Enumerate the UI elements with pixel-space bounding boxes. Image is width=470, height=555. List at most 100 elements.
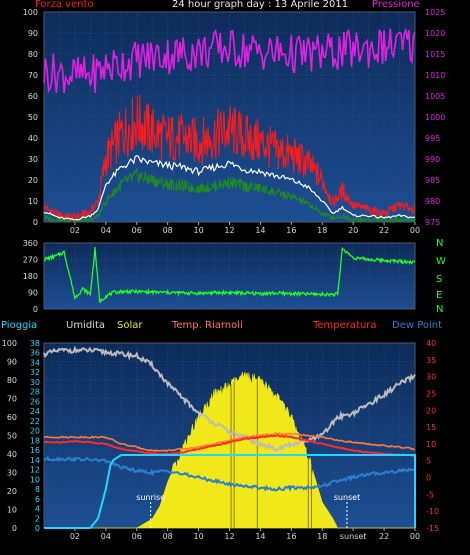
- wind-panel-x-tick-label: 02: [70, 226, 80, 235]
- temp-panel-inner-tick-label: 22: [30, 417, 40, 426]
- temp-panel-y-tick-label: 60: [7, 413, 17, 422]
- wind-panel-x-tick-label: 22: [379, 226, 389, 235]
- series-line-pressure: [43, 27, 416, 94]
- temp-panel-x-tick-label: sunset: [340, 532, 367, 541]
- temp-panel-inner-tick-label: 2: [35, 514, 40, 523]
- direction-panel-y-tick-label: 180: [23, 272, 38, 281]
- wind-panel-x-tick-label: 10: [193, 226, 203, 235]
- wind-panel-y-tick-label-right: 1015: [425, 50, 445, 59]
- temp-panel-x-tick-label: 02: [70, 532, 80, 541]
- temp-panel-x-tick-label: 06: [132, 532, 142, 541]
- series-line-speed: [43, 155, 416, 221]
- temp-panel-inner-tick-label: 14: [30, 456, 40, 465]
- series-line-gust: [43, 94, 416, 222]
- wind-panel-y-tick-label-right: 1025: [425, 8, 445, 17]
- wind-panel-y-tick-label: 30: [28, 155, 38, 164]
- temp-panel-y-tick-label-right: -5: [426, 490, 434, 499]
- temp-panel-x-tick-label: 04: [101, 532, 111, 541]
- temp-panel-y-tick-label-right: -10: [426, 507, 439, 516]
- series-line-average: [43, 168, 416, 224]
- temp-panel-x-tick-label: 18: [317, 532, 327, 541]
- wind-panel-y-tick-label-right: 1005: [425, 92, 445, 101]
- wind-panel-y-tick-label: 10: [28, 197, 38, 206]
- temp-panel-y-tick-label-right: 15: [426, 423, 436, 432]
- temp-panel-inner-tick-label: 30: [30, 378, 40, 387]
- wind-panel-x-tick-label: 00: [410, 226, 420, 235]
- temp-panel-y-tick-label: 20: [7, 487, 17, 496]
- wind-panel-y-tick-label-right: 985: [425, 176, 440, 185]
- temp-panel-y-tick-label: 40: [7, 450, 17, 459]
- legend-solar: Solar: [117, 320, 143, 331]
- temp-panel-x-tick-label: 10: [193, 532, 203, 541]
- temp-panel-y-tick-label: 10: [7, 506, 17, 515]
- wind-panel-y-tick-label: 50: [28, 113, 38, 122]
- series-line-dew-point: [43, 455, 416, 492]
- temp-panel-x-tick-label: 00: [410, 532, 420, 541]
- temp-panel-inner-tick-label: 0: [35, 524, 40, 533]
- compass-n-bottom: N: [436, 304, 444, 315]
- wind-panel-y-tick-label-right: 1020: [425, 29, 445, 38]
- temp-panel-inner-tick-label: 34: [30, 358, 40, 367]
- temp-panel-inner-tick-label: 10: [30, 475, 40, 484]
- wind-panel-x-tick-label: 12: [224, 226, 234, 235]
- wind-panel-y-tick-label-right: 990: [425, 155, 440, 164]
- direction-panel-y-tick-label: 270: [23, 256, 38, 265]
- chart-title: 24 hour graph day : 13 Aprile 2011: [172, 0, 349, 10]
- compass-s: S: [436, 274, 443, 285]
- annotation-label-sunrise: sunrise: [136, 493, 165, 502]
- temp-panel-inner-tick-label: 26: [30, 397, 40, 406]
- temp-panel-inner-tick-label: 16: [30, 446, 40, 455]
- wind-panel-x-tick-label: 04: [101, 226, 111, 235]
- wind-panel-y-tick-label-right: 1010: [425, 71, 445, 80]
- series-line-wind-direction: [43, 246, 416, 304]
- wind-panel-y-tick-label-right: 1000: [425, 113, 445, 122]
- compass-e: E: [436, 290, 443, 301]
- temp-panel-y-tick-label-right: 25: [426, 389, 436, 398]
- wind-panel-x-tick-label: 18: [317, 226, 327, 235]
- temp-panel-y-tick-label-right: -15: [426, 524, 439, 533]
- temp-panel-inner-tick-label: 32: [30, 368, 40, 377]
- temp-panel-inner-tick-label: 20: [30, 427, 40, 436]
- wind-panel-y-tick-label-right: 975: [425, 218, 440, 227]
- legend-temperatura: Temperatura: [313, 320, 377, 331]
- temp-panel-y-tick-label: 100: [2, 339, 17, 348]
- direction-panel-y-tick-label: 90: [28, 289, 38, 298]
- temp-panel-inner-tick-label: 24: [30, 407, 40, 416]
- series-line-rain: [44, 454, 416, 529]
- series-line-humidity: [43, 345, 416, 452]
- annotation-label-sunset: sunset: [334, 493, 361, 502]
- temp-panel-y-tick-label-right: 40: [426, 339, 436, 348]
- temp-panel-inner-tick-label: 38: [30, 339, 40, 348]
- temp-panel-inner-tick-label: 28: [30, 388, 40, 397]
- temp-panel-inner-tick-label: 6: [35, 495, 40, 504]
- temp-panel-y-tick-label-right: 10: [426, 440, 436, 449]
- temp-panel-x-tick-label: 22: [379, 532, 389, 541]
- series-line-temperature: [44, 434, 416, 458]
- legend-pioggia: Pioggia: [1, 320, 38, 331]
- temp-panel-y-tick-label-right: 20: [426, 406, 436, 415]
- temp-panel-x-tick-label: 14: [255, 532, 265, 541]
- wind-panel-y-tick-label: 100: [23, 8, 38, 17]
- temp-panel-y-tick-label: 0: [12, 524, 17, 533]
- wind-panel-x-tick-label: 20: [348, 226, 358, 235]
- wind-axis-label: Forza vento: [35, 0, 94, 10]
- wind-panel-x-tick-label: 06: [132, 226, 142, 235]
- direction-panel-y-tick-label: 0: [33, 305, 38, 314]
- legend-umidita: Umidita: [66, 320, 106, 331]
- wind-panel-y-tick-label: 0: [33, 218, 38, 227]
- temp-panel-x-tick-label: 08: [163, 532, 173, 541]
- compass-w: W: [436, 256, 446, 267]
- wind-panel-y-tick-label: 60: [28, 92, 38, 101]
- temp-panel-inner-tick-label: 4: [35, 505, 40, 514]
- temp-panel-y-tick-label-right: 0: [426, 474, 431, 483]
- temp-panel-inner-tick-label: 36: [30, 349, 40, 358]
- wind-panel-y-tick-label: 20: [28, 176, 38, 185]
- wind-panel-y-tick-label: 80: [28, 50, 38, 59]
- temp-panel-inner-tick-label: 18: [30, 436, 40, 445]
- temp-panel-y-tick-label: 90: [7, 358, 17, 367]
- temp-panel-inner-tick-label: 12: [30, 466, 40, 475]
- wind-panel-x-tick-label: 16: [286, 226, 296, 235]
- temp-panel-y-tick-label: 80: [7, 376, 17, 385]
